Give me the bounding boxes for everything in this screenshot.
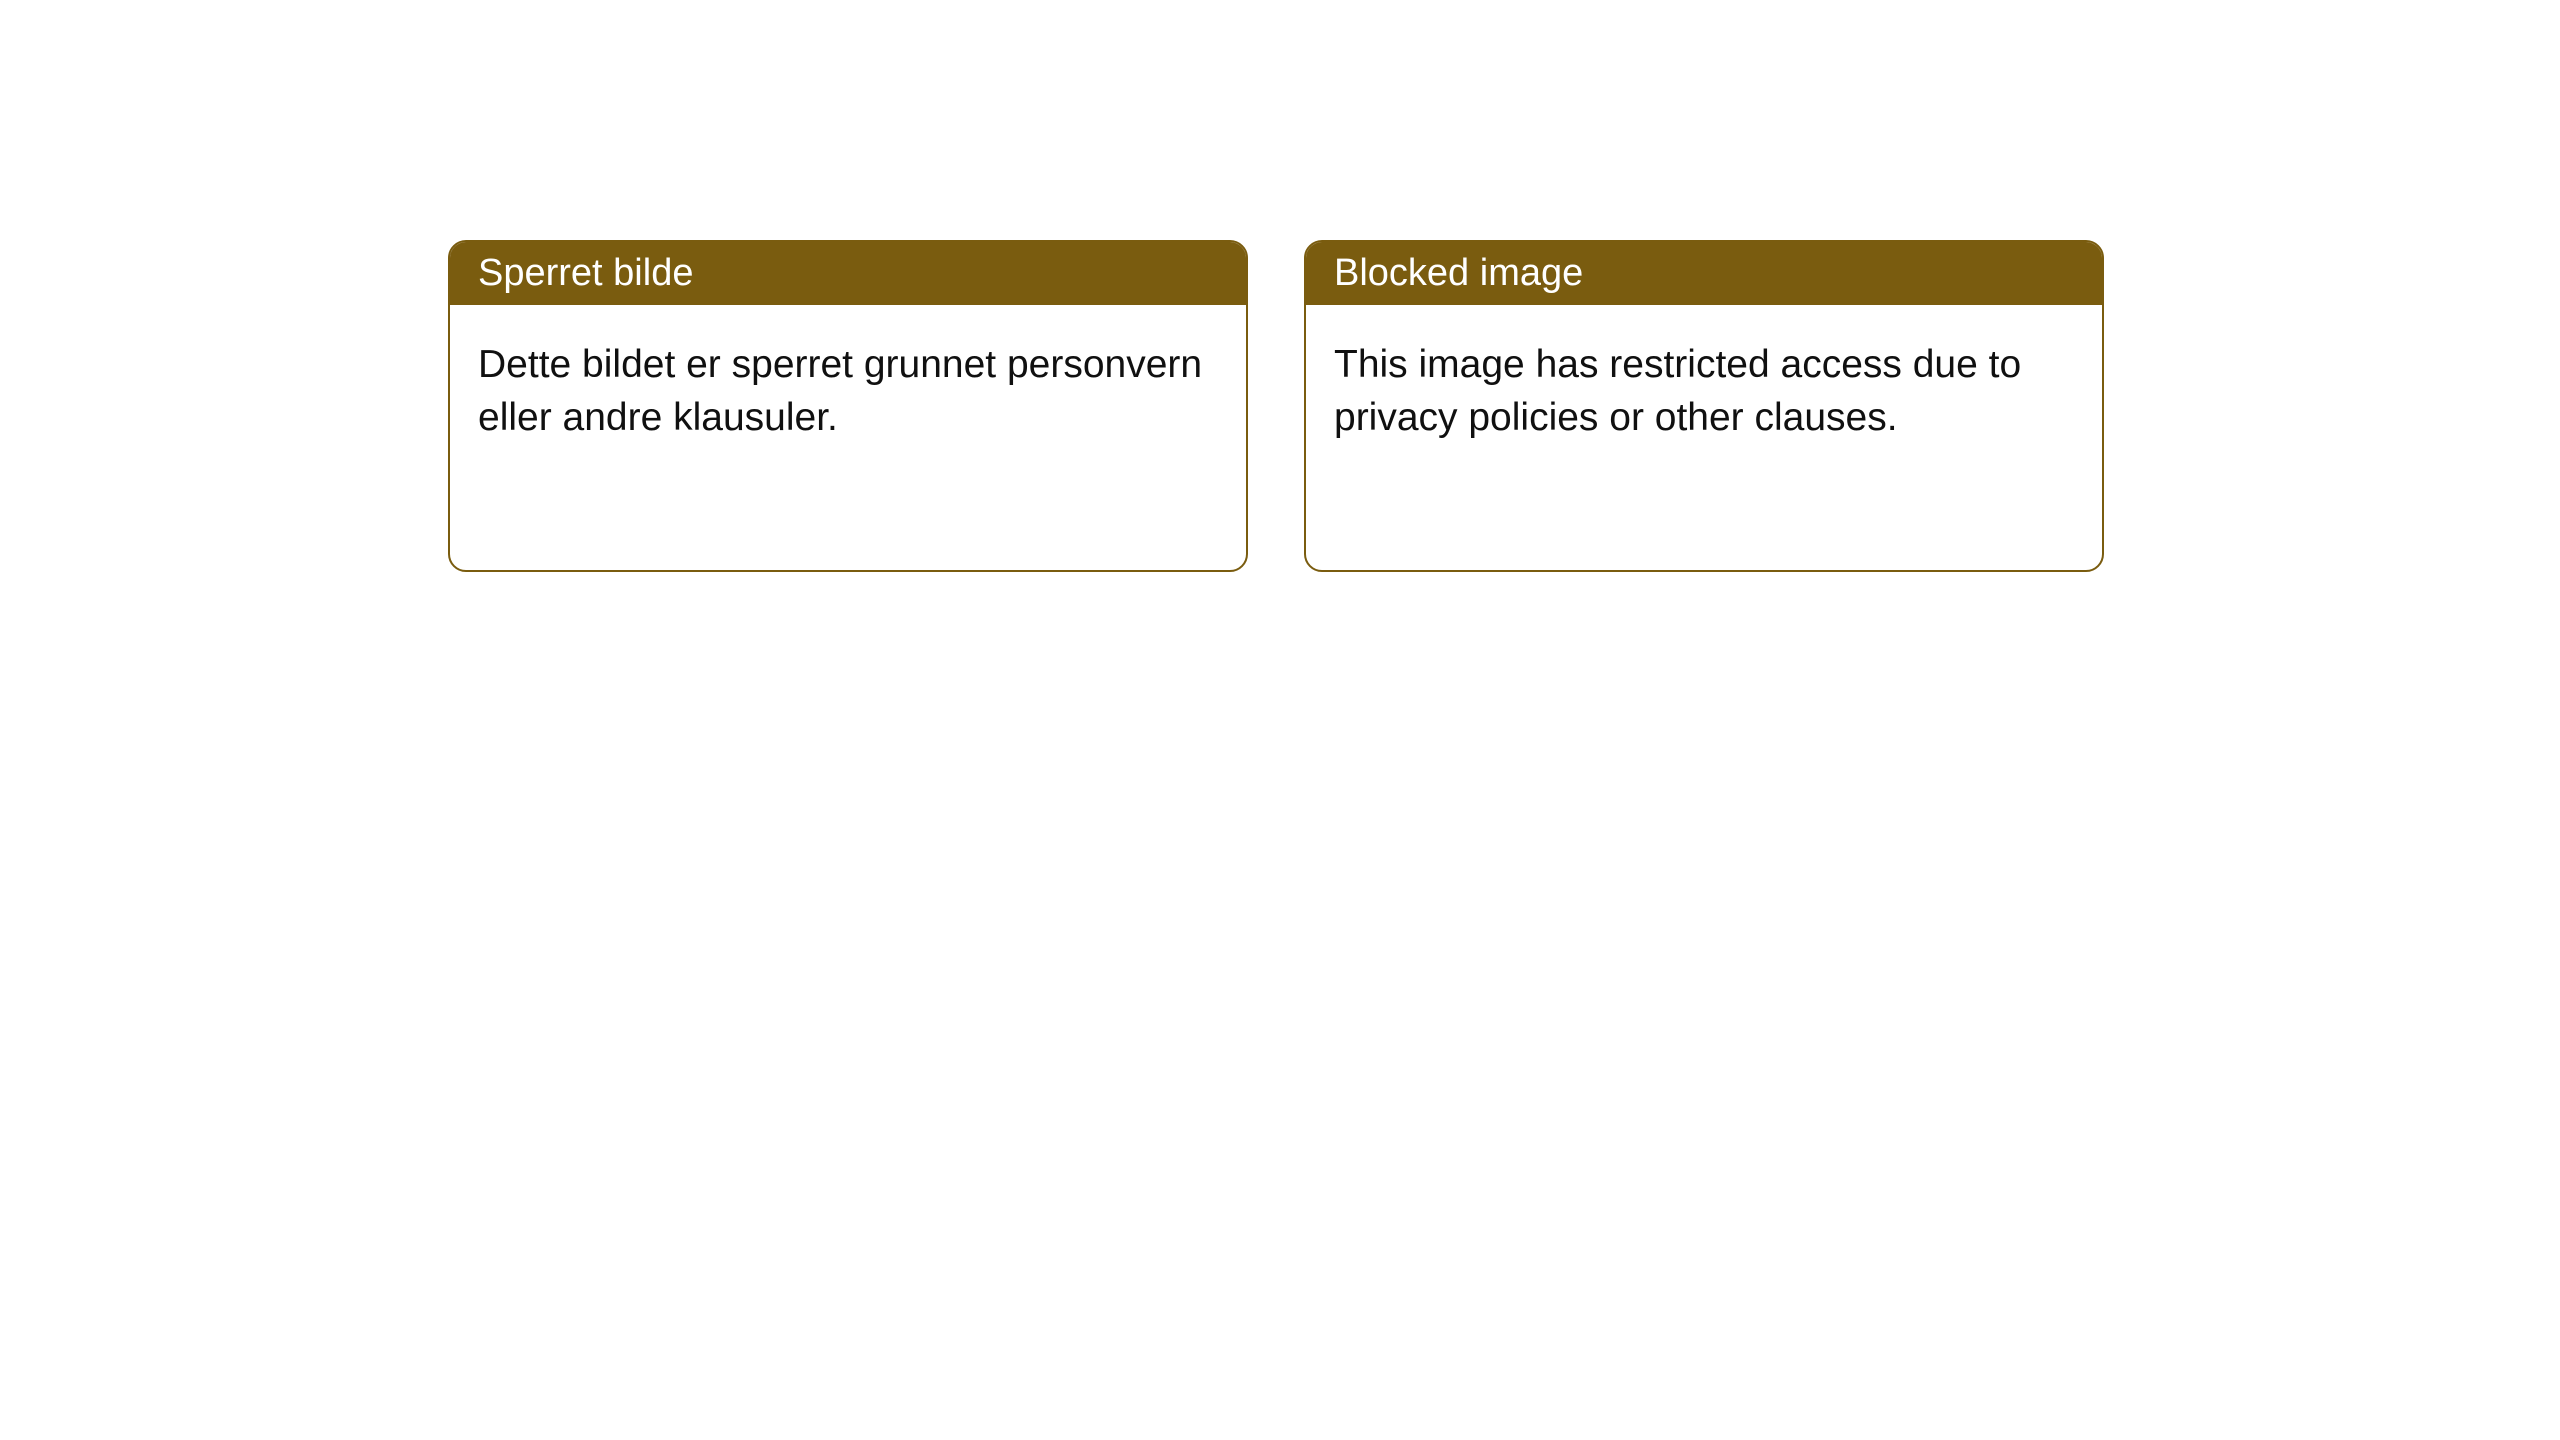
notice-card-norwegian: Sperret bilde Dette bildet er sperret gr… — [448, 240, 1248, 572]
notice-container: Sperret bilde Dette bildet er sperret gr… — [448, 240, 2104, 572]
notice-header-norwegian: Sperret bilde — [450, 242, 1246, 305]
notice-body-english: This image has restricted access due to … — [1306, 305, 2102, 478]
notice-body-norwegian: Dette bildet er sperret grunnet personve… — [450, 305, 1246, 478]
notice-header-english: Blocked image — [1306, 242, 2102, 305]
notice-card-english: Blocked image This image has restricted … — [1304, 240, 2104, 572]
